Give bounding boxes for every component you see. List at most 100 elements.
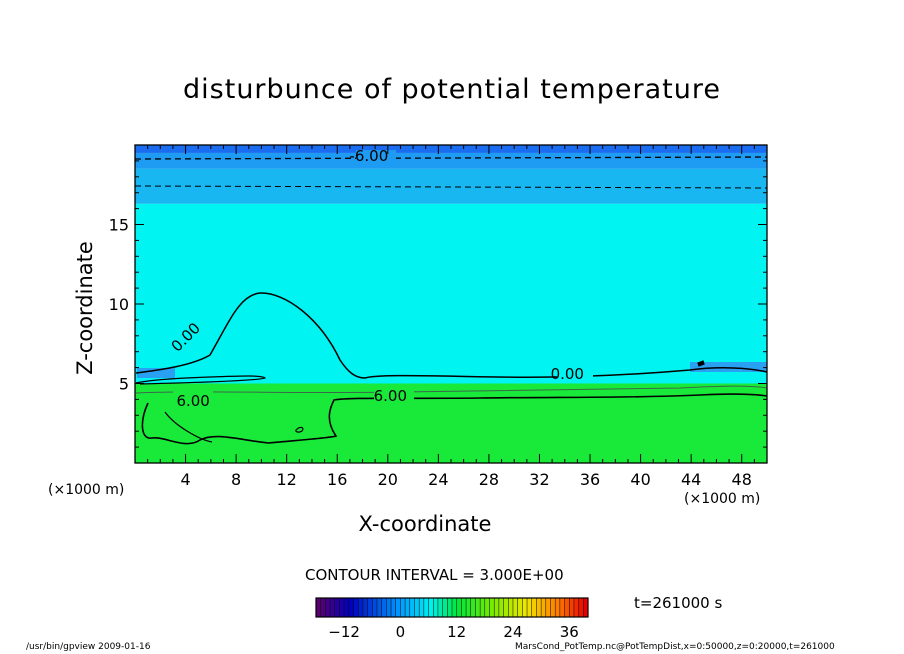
colorbar-segment: [442, 598, 448, 617]
colorbar-tick-label: −12: [328, 623, 360, 641]
colorbar-segment: [433, 598, 438, 617]
x-unit-label-right: (×1000 m): [684, 491, 761, 507]
blue-patch-right: [690, 362, 767, 372]
colorbar-segment: [334, 598, 340, 617]
x-tick-label: 4: [180, 470, 190, 489]
colorbar-segment: [470, 598, 476, 617]
x-tick-label: 48: [732, 470, 752, 489]
x-tick-label: 40: [630, 470, 650, 489]
colorbar-segment: [527, 598, 532, 617]
y-tick-label: 5: [119, 375, 129, 394]
colorbar-segment: [484, 598, 490, 617]
contour-three: [135, 385, 767, 394]
colorbar-segment: [545, 598, 551, 617]
x-tick-label: 8: [231, 470, 241, 489]
colorbar-segment: [541, 598, 546, 617]
colorbar-segment: [456, 598, 462, 617]
colorbar-segment: [428, 598, 434, 617]
colorbar-segment: [395, 598, 401, 617]
colorbar-segment: [330, 598, 335, 617]
colorbar-segment: [320, 598, 326, 617]
colorbar-segment: [480, 598, 485, 617]
contour-label-bg: [557, 366, 593, 382]
colorbar-segment: [316, 598, 321, 617]
colorbar-segment: [367, 598, 373, 617]
colorbar-tick-label: 0: [396, 623, 406, 641]
colorbar-segment: [498, 598, 504, 617]
colorbar-segment: [578, 598, 584, 617]
colorbar-segment: [536, 598, 542, 617]
colorbar-segment: [391, 598, 396, 617]
x-tick-label: 44: [681, 470, 701, 489]
contour-zero-lower: [135, 375, 267, 385]
colorbar-segment: [564, 598, 570, 617]
colorbar-segment: [522, 598, 528, 617]
colorbar-segment: [348, 598, 354, 617]
colorbar-tick-label: 36: [560, 623, 579, 641]
colorbar-segment: [531, 598, 537, 617]
colorbar-segment: [353, 598, 359, 617]
x-axis-label: X-coordinate: [358, 512, 492, 536]
contour-label-bg: [374, 387, 414, 403]
contour-six: [141, 393, 767, 445]
y-tick-label: 15: [109, 216, 129, 235]
colorbar-segment: [517, 598, 523, 617]
contour-minus3: [135, 185, 767, 189]
x-tick-label: 20: [378, 470, 398, 489]
colorbar-segment: [400, 598, 406, 617]
colorbar-segment: [489, 598, 495, 617]
contour-minus6: [135, 156, 767, 160]
colorbar-segment: [466, 598, 471, 617]
colorbar-segment: [325, 598, 331, 617]
colorbar-segment: [414, 598, 420, 617]
contour-six-blob: [295, 426, 304, 433]
colorbar-segment: [461, 598, 467, 617]
colorbar: −12 0 12 24 36: [315, 597, 589, 641]
x-tick-label: 16: [327, 470, 347, 489]
colorbar-segment: [386, 598, 392, 617]
colorbar-frame: [315, 597, 589, 618]
blue-patch-left: [137, 368, 175, 378]
contour-lines: [135, 156, 767, 445]
colorbar-segment: [573, 598, 579, 617]
colorbar-segment: [452, 598, 457, 617]
colorbar-segment: [419, 598, 424, 617]
colorbar-segment: [512, 598, 518, 617]
colorbar-segment: [503, 598, 509, 617]
colorbar-segment: [376, 598, 382, 617]
colorbar-segment: [409, 598, 415, 617]
field-band: [135, 152, 767, 169]
y-axis-label: Z-coordinate: [73, 241, 97, 375]
footer-program-date: /usr/bin/gpview 2009-01-16: [26, 642, 151, 652]
field-bands: [135, 145, 767, 463]
chart-title: disturbunce of potential temperature: [183, 74, 721, 105]
colorbar-segment: [362, 598, 368, 617]
contour-label: -6.00: [349, 147, 388, 165]
colorbar-segment: [381, 598, 387, 617]
colorbar-segment: [475, 598, 481, 617]
time-label: t=261000 s: [634, 594, 723, 612]
colorbar-tick-label: 12: [447, 623, 466, 641]
colorbar-segment: [569, 598, 574, 617]
x-tick-label: 32: [529, 470, 549, 489]
colorbar-segment: [423, 598, 429, 617]
contour-six-inner: [164, 411, 213, 443]
field-band: [135, 203, 767, 384]
contour-interval-label: CONTOUR INTERVAL = 3.000E+00: [305, 566, 564, 584]
colorbar-segment: [583, 598, 588, 617]
contour-label: 6.00: [374, 387, 407, 405]
colorbar-segment: [437, 598, 443, 617]
colorbar-segment: [339, 598, 345, 617]
y-tick-label: 10: [109, 295, 129, 314]
contour-label: 6.00: [176, 392, 209, 410]
contour-small-blob: [697, 360, 705, 367]
x-tick-label: 36: [580, 470, 600, 489]
colorbar-segment: [447, 598, 452, 617]
colorbar-segment: [344, 598, 349, 617]
colorbar-tick-label: 24: [503, 623, 522, 641]
field-layer: -6.000.000.006.00 6.00: [135, 145, 767, 463]
colorbar-segment: [358, 598, 363, 617]
colorbar-segment: [494, 598, 499, 617]
